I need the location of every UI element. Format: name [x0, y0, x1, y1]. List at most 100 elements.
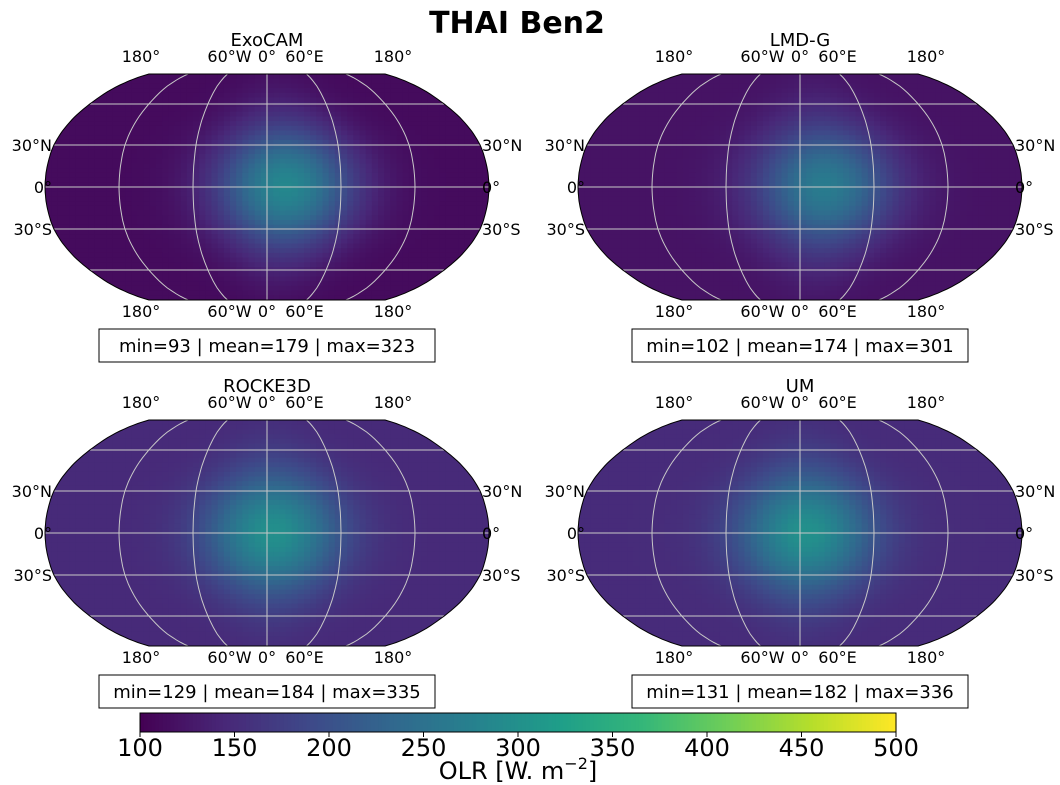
colorbar-tick-label: 500 [873, 734, 919, 762]
colorbar-tick-label: 450 [779, 734, 825, 762]
lat-label-left: 30°S [13, 220, 52, 239]
lon-label-bottom: 180° [122, 302, 161, 321]
graticule [578, 74, 1022, 300]
graticule [45, 74, 489, 300]
stats-text: min=131 | mean=182 | max=336 [646, 682, 954, 703]
lat-label-right: 30°N [1015, 136, 1055, 155]
lon-label-bottom: 60°W [207, 648, 251, 667]
lat-label-left: 30°S [13, 566, 52, 585]
panel-exocam: ExoCAM 180° 180° 60°W 60°W 0° 0° 60°E 60°E 180° 18… [12, 30, 522, 363]
lon-label-bottom: 180° [907, 648, 946, 667]
lon-label-bottom: 60°E [285, 648, 323, 667]
panel-title: ROCKE3D [223, 376, 311, 397]
lon-label-bottom: 60°E [818, 648, 856, 667]
lat-label-right: 30°S [1015, 566, 1054, 585]
lon-label-bottom: 60°W [740, 648, 784, 667]
lat-label-left: 30°N [12, 482, 52, 501]
lon-label-bottom: 0° [258, 302, 276, 321]
lat-label-left: 0° [34, 178, 52, 197]
lat-label-right: 30°N [1015, 482, 1055, 501]
lon-label-bottom: 60°W [740, 302, 784, 321]
lon-label-top: 60°E [818, 393, 856, 412]
lon-label-top: 180° [907, 47, 946, 66]
panel-title: LMD-G [770, 30, 831, 51]
lon-label-top: 0° [258, 393, 276, 412]
lon-label-top: 60°W [740, 47, 784, 66]
map-outline [44, 419, 490, 647]
panel-title: UM [786, 376, 815, 397]
lat-label-right: 0° [482, 524, 500, 543]
panel-title: ExoCAM [231, 30, 304, 51]
lat-label-left: 30°N [545, 482, 585, 501]
lon-label-top: 0° [258, 47, 276, 66]
lon-label-top: 0° [791, 47, 809, 66]
lon-label-bottom: 0° [258, 648, 276, 667]
stats-box: min=131 | mean=182 | max=336 [631, 674, 969, 709]
map-outline [44, 73, 490, 301]
stats-text: min=93 | mean=179 | max=323 [119, 336, 415, 357]
lon-label-top: 180° [374, 393, 413, 412]
graticule [578, 420, 1022, 646]
lon-label-top: 180° [122, 47, 161, 66]
lon-label-bottom: 180° [907, 302, 946, 321]
lon-label-bottom: 0° [791, 648, 809, 667]
lat-label-right: 30°S [1015, 220, 1054, 239]
stats-box: min=102 | mean=174 | max=301 [631, 328, 969, 363]
colorbar-tick-label: 250 [401, 734, 447, 762]
panel-um: UM 180° 180° 60°W 60°W 0° 0° 60°E 60°E 180° 180° 30… [545, 376, 1055, 709]
colorbar-tick-label: 150 [212, 734, 258, 762]
colorbar-tick-label: 300 [495, 734, 541, 762]
colorbar: 100 150 200 250 300 350 400 450 500 OLR [W. m−2] [117, 712, 919, 785]
lat-label-right: 0° [482, 178, 500, 197]
lon-label-bottom: 60°W [207, 302, 251, 321]
lon-label-bottom: 180° [374, 302, 413, 321]
lon-label-top: 60°W [740, 393, 784, 412]
lon-label-top: 180° [907, 393, 946, 412]
stats-text: min=102 | mean=174 | max=301 [646, 336, 954, 357]
lon-label-top: 60°E [285, 393, 323, 412]
lat-label-left: 0° [34, 524, 52, 543]
lat-label-right: 0° [1015, 178, 1033, 197]
lat-label-right: 30°N [482, 482, 522, 501]
lat-label-left: 30°N [545, 136, 585, 155]
stats-box: min=93 | mean=179 | max=323 [98, 328, 436, 363]
map-outline [577, 73, 1023, 301]
lon-label-bottom: 180° [374, 648, 413, 667]
lat-label-right: 30°S [482, 220, 521, 239]
lon-label-bottom: 60°E [818, 302, 856, 321]
lon-label-bottom: 60°E [285, 302, 323, 321]
panel-rocke3d: ROCKE3D 180° 180° 60°W 60°W 0° 0° 60°E 60°E 180° 1… [12, 376, 522, 709]
colorbar-tick-label: 350 [590, 734, 636, 762]
lon-label-top: 60°E [818, 47, 856, 66]
colorbar-tick-label: 400 [684, 734, 730, 762]
lon-label-top: 180° [122, 393, 161, 412]
lon-label-top: 60°W [207, 393, 251, 412]
lat-label-left: 30°S [546, 566, 585, 585]
lon-label-top: 180° [655, 393, 694, 412]
colorbar-label: OLR [W. m−2] [439, 754, 598, 785]
lat-label-right: 30°S [482, 566, 521, 585]
lon-label-bottom: 0° [791, 302, 809, 321]
lon-label-top: 0° [791, 393, 809, 412]
lon-label-top: 180° [374, 47, 413, 66]
map-outline [577, 419, 1023, 647]
lat-label-right: 0° [1015, 524, 1033, 543]
figure-title: THAI Ben2 [429, 6, 605, 41]
lat-label-left: 0° [567, 524, 585, 543]
lat-label-left: 30°S [546, 220, 585, 239]
lon-label-bottom: 180° [122, 648, 161, 667]
stats-box: min=129 | mean=184 | max=335 [98, 674, 436, 709]
colorbar-tick-label: 200 [306, 734, 352, 762]
lon-label-top: 60°W [207, 47, 251, 66]
lat-label-left: 30°N [12, 136, 52, 155]
stats-text: min=129 | mean=184 | max=335 [113, 682, 421, 703]
lon-label-top: 180° [655, 47, 694, 66]
lon-label-bottom: 180° [655, 648, 694, 667]
panel-lmd-g: LMD-G 180° 180° 60°W 60°W 0° 0° 60°E 60°E 180° 180… [545, 30, 1055, 363]
lat-label-right: 30°N [482, 136, 522, 155]
lat-label-left: 0° [567, 178, 585, 197]
lon-label-top: 60°E [285, 47, 323, 66]
graticule [45, 420, 489, 646]
colorbar-tick-label: 100 [117, 734, 163, 762]
